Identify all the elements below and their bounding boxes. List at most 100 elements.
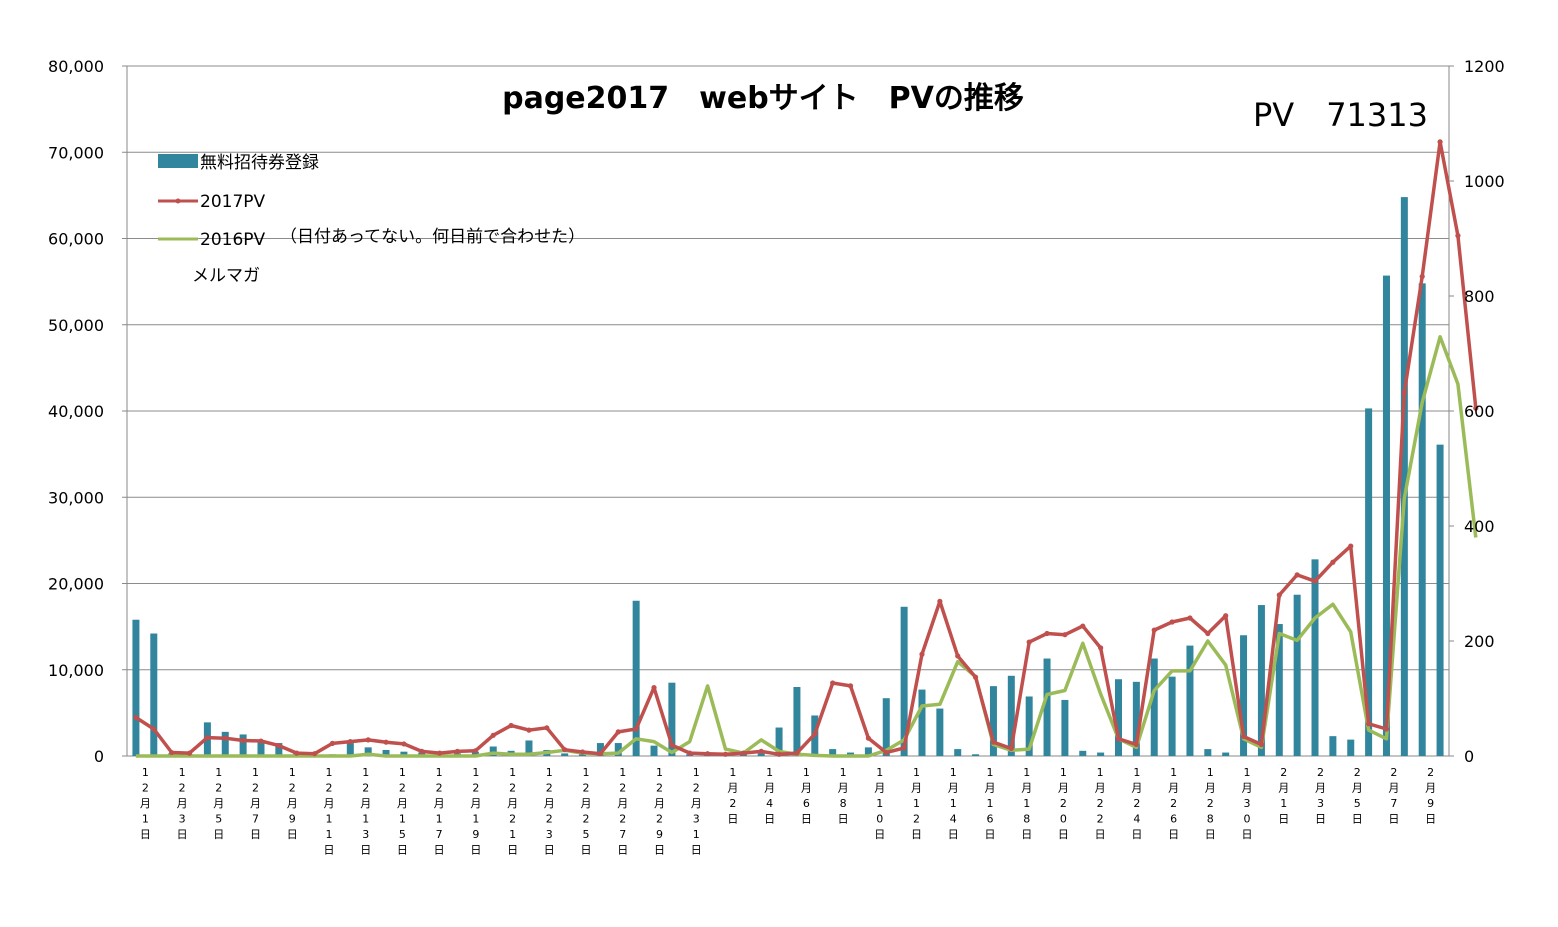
bar [1007,675,1015,756]
series-2017-line-point [1044,630,1050,637]
bar [882,698,890,756]
bar [1347,739,1355,756]
series-2017-line-point [490,732,496,738]
bar [275,743,283,756]
series-2017-line-point [329,740,336,746]
series-2017-line-point [669,742,675,748]
series-2017-line-point [347,739,353,745]
series-2017-line-point [865,735,871,741]
series-2017-line-point [830,680,836,686]
gridlines [122,65,1450,757]
series-2017-line-point [222,735,228,741]
bar [614,743,622,756]
series-2017-line-point [169,749,175,756]
right-axis-ticks: 0 200 400 600 800 1000 1200 [1449,57,1505,766]
bar [596,743,604,756]
series-2017-line-point [1366,721,1372,727]
bar [1365,408,1373,756]
bar [1400,197,1408,757]
bar [1293,594,1301,756]
series-2017-line-point [1133,741,1139,748]
legend-mail-label: メルマガ [192,266,260,286]
series-2017-line-point [240,737,246,744]
series-2017-line-point [151,726,157,732]
bar [1436,444,1444,756]
bar [489,746,497,756]
left-tick-label: 80,000 [48,57,104,76]
bar [525,740,533,756]
series-2017-line-point [401,741,407,747]
legend-bar-swatch [158,154,198,168]
series-2017-line-point [383,739,389,745]
total-pv-label: PV 71313 [1253,96,1428,134]
right-tick-label: 1200 [1464,57,1505,76]
bar [1061,699,1069,756]
bar [257,741,265,756]
legend-2016-label: 2016PV [200,230,266,250]
bar [757,753,765,756]
series-2017-line-point [419,748,425,755]
series-2017-line-point [740,750,746,756]
series-2017-line-point [651,684,657,691]
bar [561,753,569,756]
bar [1186,645,1194,756]
bar [1115,679,1122,756]
bar [900,606,908,756]
series-2017-line-point [1062,632,1068,638]
series-2017-line-point [437,750,443,756]
series-2017-line-point [990,739,997,745]
left-tick-label: 70,000 [48,143,104,162]
left-tick-label: 40,000 [48,402,104,421]
bar [936,708,944,756]
series-2017-line-point [937,598,943,604]
series-2017-line-point [812,731,818,737]
series-2017-line-point [508,722,514,729]
series-2017-line-point [1223,613,1229,619]
bar [382,749,390,756]
series-2017-line-point [365,737,371,743]
bar [1275,624,1283,756]
series-2017-line-point [597,751,604,757]
series-2017-line-point [1348,543,1354,549]
right-tick-label: 0 [1464,747,1474,766]
series-2017-line-point [1330,559,1336,565]
series-2017-line-point [1419,273,1425,280]
left-tick-label: 50,000 [48,316,104,335]
bar [650,745,658,756]
bar [471,751,479,756]
series-2017-line-point [133,714,139,721]
series-2017-line-point [901,745,907,751]
left-tick-label: 60,000 [48,230,104,249]
bar [239,734,247,756]
bar [989,686,997,756]
series-2017-line-point [1080,623,1086,629]
series-2017-line-point [1473,405,1479,411]
legend-2017-marker [175,198,181,204]
bar [632,600,640,756]
series-2017-line-point [1151,627,1157,633]
series-2017-line-point [1383,726,1390,732]
chart-title: page2017 webサイト PVの推移 [502,81,1024,116]
series-2017-line-point [562,747,568,753]
right-tick-label: 200 [1464,632,1495,651]
x-axis-labels: 1 2 月 1 日 1 2 月 3 日 1 2 月 5 日 1 2 月 7 日 1 2 月 9 日 1 2 月 1 1 日 1 2 月 1 3 日 1 2 月… [140,766,1436,857]
left-tick-label: 20,000 [48,575,104,594]
